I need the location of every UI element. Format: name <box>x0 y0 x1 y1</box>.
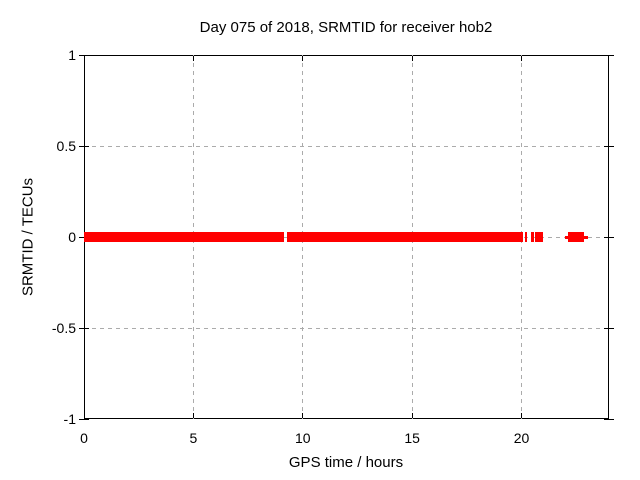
x-axis-title: GPS time / hours <box>288 454 404 471</box>
x-tick-mark-bottom <box>411 413 413 418</box>
x-tick-mark-bottom <box>302 413 304 418</box>
y-tick-mark-left <box>79 418 89 420</box>
y-tick-label: 0.5 <box>56 138 76 154</box>
x-tick-mark-bottom <box>521 413 522 418</box>
y-tick-label: 1 <box>68 47 76 63</box>
x-tick-label: 0 <box>80 430 88 446</box>
data-segment-dense <box>530 232 534 242</box>
x-tick-mark-bottom <box>83 413 85 418</box>
y-tick-mark-left <box>79 54 89 56</box>
data-segment-dense <box>286 232 523 242</box>
x-tick-label: 10 <box>294 430 311 446</box>
y-tick-mark-right <box>604 418 614 420</box>
data-segment-sparse <box>584 235 588 239</box>
x-tick-mark-top <box>411 56 413 61</box>
x-tick-label: 15 <box>404 430 420 446</box>
x-tick-mark-bottom <box>192 413 194 418</box>
x-tick-mark-top <box>521 56 522 61</box>
y-tick-mark-right <box>604 54 614 56</box>
y-tick-mark-right <box>604 236 614 238</box>
x-tick-mark-top <box>83 56 85 61</box>
x-tick-label: 5 <box>189 430 198 446</box>
y-tick-mark-left <box>79 327 89 329</box>
data-segment-dense <box>84 232 284 242</box>
y-tick-mark-left <box>79 145 89 147</box>
x-tick-label: 20 <box>513 430 530 446</box>
y-tick-label: -1 <box>63 411 76 427</box>
y-tick-mark-right <box>604 145 614 147</box>
data-segment-sparse <box>564 235 569 239</box>
y-tick-label: 0 <box>68 229 76 245</box>
data-segment-dense <box>568 232 585 242</box>
y-gridline <box>84 145 609 147</box>
x-tick-mark-top <box>302 56 304 61</box>
x-tick-mark-top <box>192 56 194 61</box>
y-tick-label: -0.5 <box>51 320 76 336</box>
chart-title: Day 075 of 2018, SRMTID for receiver hob… <box>199 19 493 36</box>
y-gridline <box>84 327 609 329</box>
data-segment-dense <box>535 232 544 242</box>
y-tick-mark-right <box>604 327 614 329</box>
data-segment-dense <box>525 232 528 242</box>
